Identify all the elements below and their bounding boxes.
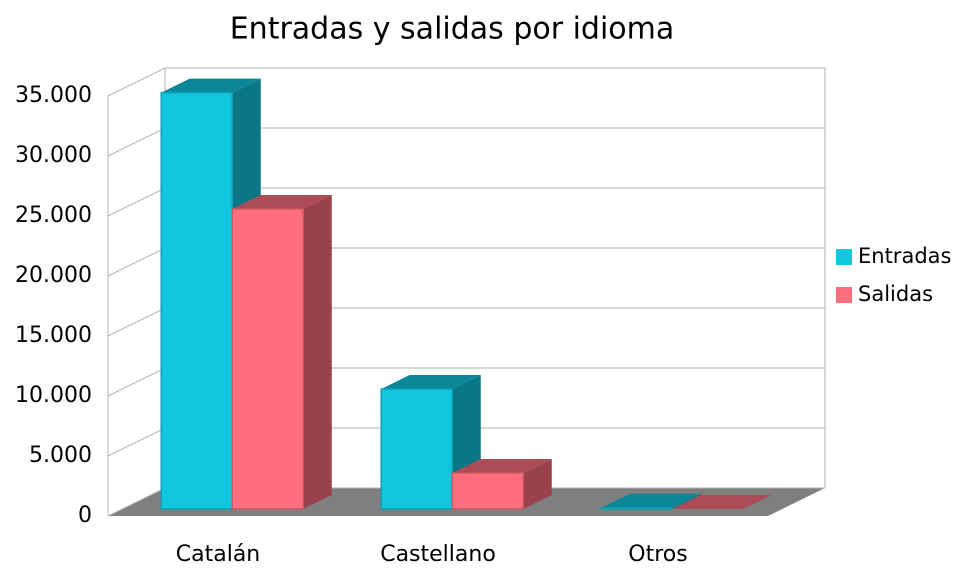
y-tick-label: 15.000 [15,323,92,348]
bar-front [231,208,304,510]
y-tick-label: 5.000 [29,443,92,468]
bar-side [303,195,332,509]
legend-swatch [836,287,852,303]
bar [231,195,332,510]
bar-front [451,472,524,510]
x-tick-label: Castellano [380,542,496,567]
y-tick-label: 35.000 [15,83,92,108]
bar-front [600,507,673,510]
bar-top [161,78,261,93]
x-tick-label: Catalán [176,542,261,567]
y-tick-label: 10.000 [15,383,92,408]
bar [451,459,552,510]
y-tick-label: 20.000 [15,263,92,288]
bar-side [523,459,552,509]
legend-label: Salidas [858,282,933,306]
bar-front [380,388,453,510]
legend-label: Entradas [858,244,951,268]
bar-top [452,459,552,473]
y-tick-label: 30.000 [15,143,92,168]
bar-front [160,91,233,510]
chart-title: Entradas y salidas por idioma [230,12,675,47]
grid-line [107,67,825,97]
bar [672,495,772,509]
bar-top [601,493,701,508]
bar-side [672,493,701,509]
bar-top [381,375,481,389]
legend-swatch [836,249,852,265]
bar [600,493,701,510]
bar-top [232,195,332,209]
x-tick-label: Otros [628,542,687,567]
y-tick-label: 25.000 [15,203,92,228]
bar-top [672,495,772,509]
y-tick-label: 0 [78,503,92,528]
